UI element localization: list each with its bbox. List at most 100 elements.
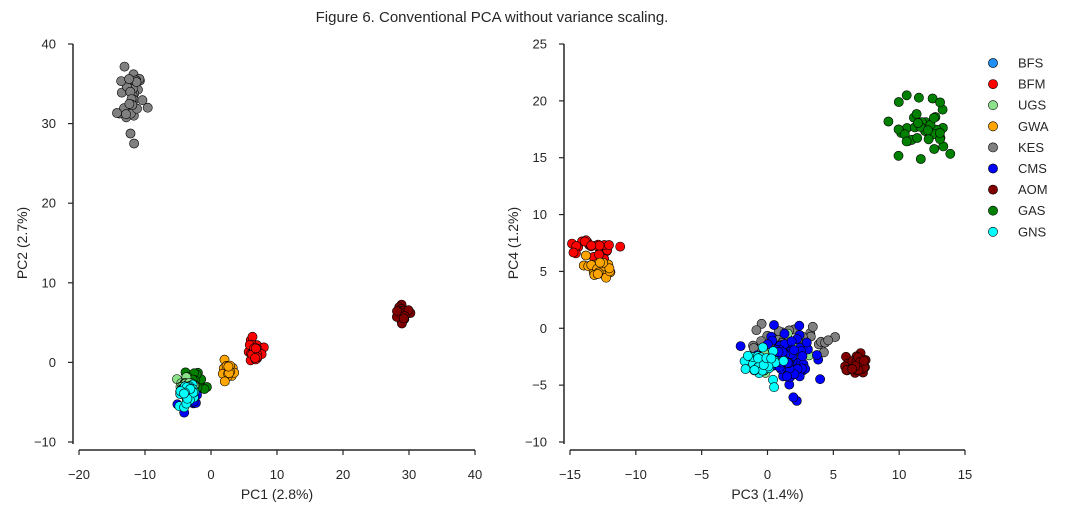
legend-label: KES (1018, 140, 1044, 155)
point-gas (913, 118, 923, 128)
point-kes (129, 138, 139, 149)
y-tick-label: −10 (525, 435, 547, 450)
legend-marker-bfm (988, 79, 998, 89)
point-cms (779, 328, 790, 339)
legend-label: AOM (1018, 182, 1048, 197)
x-tick-label: 10 (270, 467, 284, 482)
legend-label: BFS (1018, 56, 1044, 71)
legend-label: UGS (1018, 98, 1047, 113)
point-gns (769, 382, 779, 393)
point-bfm (568, 247, 579, 258)
y-tick-label: 30 (42, 116, 56, 131)
point-kes (124, 99, 135, 109)
point-kes (124, 74, 135, 84)
legend-marker-kes (988, 142, 998, 153)
y-tick-label: −5 (532, 378, 547, 393)
point-gas (935, 97, 945, 108)
point-kes (112, 108, 122, 118)
point-kes (751, 325, 762, 335)
legend-marker-ugs (988, 100, 998, 111)
x-axis-label: PC1 (2.8%) (241, 486, 313, 502)
point-gwa (219, 376, 230, 387)
point-cms (815, 374, 825, 385)
point-kes (807, 321, 818, 332)
point-gwa (592, 269, 603, 279)
point-gas (911, 109, 922, 119)
legend-marker-bfs (988, 58, 998, 68)
y-axis-label: PC2 (2.7%) (14, 207, 30, 279)
y-axis-label: PC4 (1.2%) (505, 207, 521, 279)
point-gns (743, 350, 753, 361)
point-kes (119, 61, 130, 72)
x-tick-label: −5 (694, 467, 709, 482)
x-tick-label: 0 (207, 467, 214, 482)
y-tick-label: 20 (533, 93, 547, 108)
x-tick-label: −15 (559, 467, 581, 482)
x-tick-label: 15 (958, 467, 972, 482)
point-bfm (586, 240, 597, 251)
point-gas (929, 144, 940, 154)
y-tick-label: 20 (42, 196, 56, 211)
point-cms (782, 371, 792, 382)
axes: −15 −10 −5 0 5 10 15 −10 −5 0 5 10 15 20 25 (525, 37, 972, 483)
point-bfm (604, 240, 614, 250)
x-tick-label: −10 (625, 467, 647, 482)
point-gas (915, 154, 926, 164)
point-cms (769, 320, 779, 330)
y-tick-label: −10 (34, 435, 56, 450)
x-tick-label: −10 (134, 467, 156, 482)
point-kes (137, 95, 148, 106)
point-gas (893, 97, 904, 107)
scatter-points (112, 61, 416, 418)
point-cms (788, 392, 799, 403)
point-gas (901, 90, 912, 101)
x-tick-label: −20 (68, 467, 90, 482)
point-kes (142, 102, 153, 113)
point-cms (801, 337, 812, 348)
point-gas (945, 148, 956, 159)
legend-label: BFM (1018, 77, 1045, 92)
x-tick-label: 40 (468, 467, 482, 482)
point-kes (125, 128, 136, 139)
point-cms (794, 320, 805, 331)
point-gas (901, 136, 912, 147)
point-gns (179, 388, 189, 399)
point-cms (812, 350, 822, 360)
point-cms (735, 341, 746, 351)
point-gas (883, 116, 894, 127)
figure-title: Figure 6. Conventional PCA without varia… (316, 9, 669, 26)
pc1-pc2-scatter-panel: −20 −10 0 10 20 30 40 −10 0 10 20 30 40 PC1 (2.8%) P… (14, 37, 482, 503)
legend-label: GWA (1018, 119, 1049, 134)
y-tick-label: 15 (533, 150, 547, 165)
y-tick-label: 5 (540, 264, 547, 279)
point-kes (823, 335, 834, 346)
point-gwa (581, 250, 591, 261)
point-gns (740, 364, 751, 374)
legend-marker-aom (988, 184, 998, 195)
legend-label: CMS (1018, 161, 1047, 176)
y-tick-label: 0 (49, 355, 56, 370)
legend-label: GAS (1018, 203, 1046, 218)
point-bfm (594, 249, 604, 260)
point-kes (756, 318, 767, 329)
y-tick-label: 0 (540, 321, 547, 336)
y-tick-label: 10 (42, 275, 56, 290)
x-tick-label: 10 (892, 467, 906, 482)
point-cms (789, 345, 799, 355)
legend: BFS BFM UGS GWA KES CMS AOM GAS GNS (988, 56, 1049, 239)
y-tick-label: 25 (533, 37, 547, 52)
x-tick-label: 5 (830, 467, 837, 482)
point-gwa (595, 257, 605, 268)
point-aom (847, 364, 858, 374)
scatter-points (567, 90, 956, 406)
x-axis-label: PC3 (1.4%) (731, 486, 803, 502)
point-aom (398, 313, 409, 324)
point-gas (935, 127, 945, 138)
x-tick-label: 0 (764, 467, 771, 482)
x-tick-label: 30 (402, 467, 416, 482)
point-gas (912, 133, 923, 143)
axes: −20 −10 0 10 20 30 40 −10 0 10 20 30 40 (34, 37, 482, 483)
point-cms (786, 336, 797, 347)
point-aom (859, 355, 869, 366)
